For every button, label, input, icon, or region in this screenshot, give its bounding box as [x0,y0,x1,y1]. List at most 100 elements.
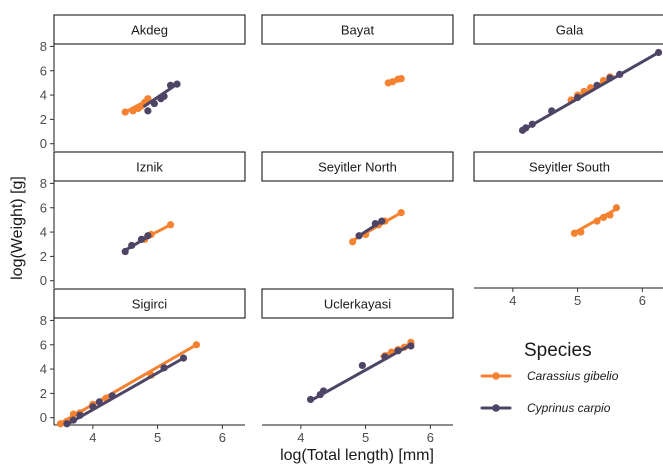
y-axis-title: log(Weight) [g] [9,176,26,280]
facet-label: Uclerkayasi [324,297,391,312]
point-cyprinus-carpio [306,395,315,404]
facet-strip [261,14,454,45]
point-cyprinus-carpio [95,398,103,406]
point-cyprinus-carpio [144,232,152,240]
facet-label: Bayat [341,23,375,38]
point-carassius-gibelio [599,213,608,222]
y-tick-label: 8 [40,176,47,191]
x-axis-title: log(Total length) [mm] [280,447,434,464]
y-tick-label: 4 [40,362,47,377]
point-carassius-gibelio [612,204,621,212]
facet-panel-sigirci: Sigirci 0 2 4 6 8 4 5 6 [40,288,246,445]
y-tick-label: 6 [40,63,47,78]
x-tick-label: 4 [509,293,516,308]
y-tick-label: 6 [40,337,47,352]
facet-strip [53,14,246,45]
y-tick-label: 0 [40,273,47,288]
point-carassius-gibelio [397,75,405,83]
legend-label-carassius-gibelio: Carassius gibelio [527,369,619,383]
legend-label-cyprinus-carpio: Cyprinus carpio [527,401,611,415]
fit-line-cyprinus-carpio [309,343,413,403]
y-tick-label: 0 [40,136,47,151]
point-cyprinus-carpio [121,247,129,256]
x-tick-label: 5 [574,293,581,308]
facet-panel-iznik: Iznik 0 2 4 6 8 [40,151,246,288]
y-tick-label: 8 [40,313,47,328]
x-tick-label: 5 [362,430,369,445]
x-tick-label: 6 [427,430,434,445]
point-cyprinus-carpio [128,241,136,250]
point-cyprinus-carpio [548,107,556,115]
facet-label: Seyitler North [318,160,397,175]
facet-panel-uclerkayasi: Uclerkayasi 4 5 6 [261,288,454,445]
point-cyprinus-carpio [407,342,415,350]
legend-title: Species [524,340,592,361]
y-tick-label: 0 [40,410,47,425]
point-cyprinus-carpio [522,124,530,132]
y-tick-label: 2 [40,249,47,264]
point-cyprinus-carpio [76,411,84,419]
point-cyprinus-carpio [616,70,624,78]
point-cyprinus-carpio [355,232,363,240]
y-tick-label: 8 [40,39,47,54]
y-tick-label: 6 [40,200,47,215]
x-tick-label: 4 [89,430,96,445]
point-cyprinus-carpio [166,81,175,89]
legend-key-point-cyprinus-carpio [492,404,500,412]
point-carassius-gibelio [144,95,152,103]
facet-panel-akdeg: Akdeg 0 2 4 6 8 [40,14,246,151]
facet-strip [53,288,246,319]
point-cyprinus-carpio [63,420,71,428]
facet-label: Iznik [136,160,163,175]
fit-line-carassius-gibelio [58,343,198,425]
facet-strip [473,14,663,45]
facet-label: Gala [556,23,584,38]
point-cyprinus-carpio [160,92,168,100]
point-cyprinus-carpio [394,347,402,355]
point-cyprinus-carpio [573,93,582,102]
point-cyprinus-carpio [160,364,168,372]
facet-strip [473,151,663,182]
facet-panel-bayat: Bayat [261,14,454,87]
point-cyprinus-carpio [173,80,181,88]
facet-panel-gala: Gala [473,14,663,134]
facet-panel-seyitler-north: Seyitler North [261,151,454,246]
point-carassius-gibelio [69,410,78,418]
point-cyprinus-carpio [378,217,386,225]
point-carassius-gibelio [192,341,201,349]
point-cyprinus-carpio [137,235,146,243]
point-carassius-gibelio [570,229,578,237]
point-cyprinus-carpio [144,107,152,115]
point-cyprinus-carpio [89,403,97,411]
y-tick-label: 4 [40,225,47,240]
point-cyprinus-carpio [528,120,536,128]
point-cyprinus-carpio [593,81,601,89]
y-tick-label: 2 [40,386,47,401]
x-tick-label: 6 [219,430,226,445]
fit-line-cyprinus-carpio [521,51,661,132]
point-cyprinus-carpio [108,392,116,400]
point-carassius-gibelio [166,221,175,229]
point-cyprinus-carpio [606,74,614,82]
point-carassius-gibelio [593,217,601,225]
point-carassius-gibelio [121,108,129,116]
point-cyprinus-carpio [69,416,78,424]
facet-strip [261,288,454,319]
point-cyprinus-carpio [319,387,328,395]
point-cyprinus-carpio [358,361,366,370]
x-tick-label: 6 [639,293,646,308]
point-carassius-gibelio [577,228,585,236]
point-cyprinus-carpio [150,99,158,108]
legend: Species Carassius gibelio Cyprinus carpio [480,340,619,415]
x-tick-label: 4 [297,430,304,445]
facet-label: Sigirci [132,297,168,312]
y-tick-label: 2 [40,112,47,127]
point-carassius-gibelio [349,238,357,246]
y-tick-label: 4 [40,88,47,103]
point-cyprinus-carpio [371,219,379,228]
point-cyprinus-carpio [654,48,663,57]
legend-key-point-carassius-gibelio [492,372,500,380]
point-carassius-gibelio [606,211,614,219]
x-tick-label: 5 [154,430,161,445]
